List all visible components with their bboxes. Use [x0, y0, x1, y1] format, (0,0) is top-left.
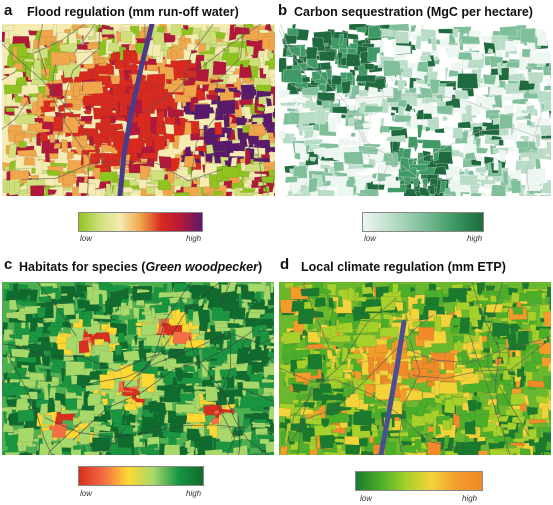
climate-legend-colorbar: [355, 471, 483, 491]
carbon-legend-high: high: [467, 234, 483, 243]
panel-title-c: Habitats for species (Green woodpecker): [19, 260, 262, 274]
climate-legend-high: high: [462, 494, 478, 503]
habitat-map-graphic: [2, 282, 274, 455]
climate-map-graphic: [279, 282, 551, 455]
habitat-legend-colorbar: [78, 466, 204, 486]
map-flood-regulation: [2, 24, 275, 196]
climate-legend-low: low: [360, 494, 373, 503]
panel-letter-a: a: [4, 2, 13, 19]
panel-letter-b: b: [278, 2, 288, 19]
panel-title-d: Local climate regulation (mm ETP): [301, 260, 506, 274]
carbon-map-graphic: [279, 24, 551, 196]
map-carbon-sequestration: [279, 24, 551, 196]
carbon-legend-low: low: [364, 234, 377, 243]
panel-title-a: Flood regulation (mm run-off water): [27, 5, 239, 19]
flood-legend-colorbar: [78, 212, 203, 232]
habitat-legend-high: high: [186, 489, 202, 498]
panel-title-c-prefix: Habitats for species (: [19, 260, 146, 274]
carbon-legend-colorbar: [362, 212, 484, 232]
map-habitats-species: [2, 282, 274, 455]
flood-map-graphic: [2, 24, 275, 196]
panel-title-b: Carbon sequestration (MgC per hectare): [294, 5, 533, 19]
panel-title-c-species: Green woodpecker: [145, 260, 258, 274]
flood-legend-high: high: [186, 234, 202, 243]
flood-legend-low: low: [80, 234, 93, 243]
map-local-climate: [279, 282, 551, 455]
panel-letter-d: d: [280, 256, 290, 273]
panel-title-c-suffix: ): [257, 260, 263, 274]
panel-letter-c: c: [4, 256, 13, 273]
habitat-legend-low: low: [80, 489, 93, 498]
